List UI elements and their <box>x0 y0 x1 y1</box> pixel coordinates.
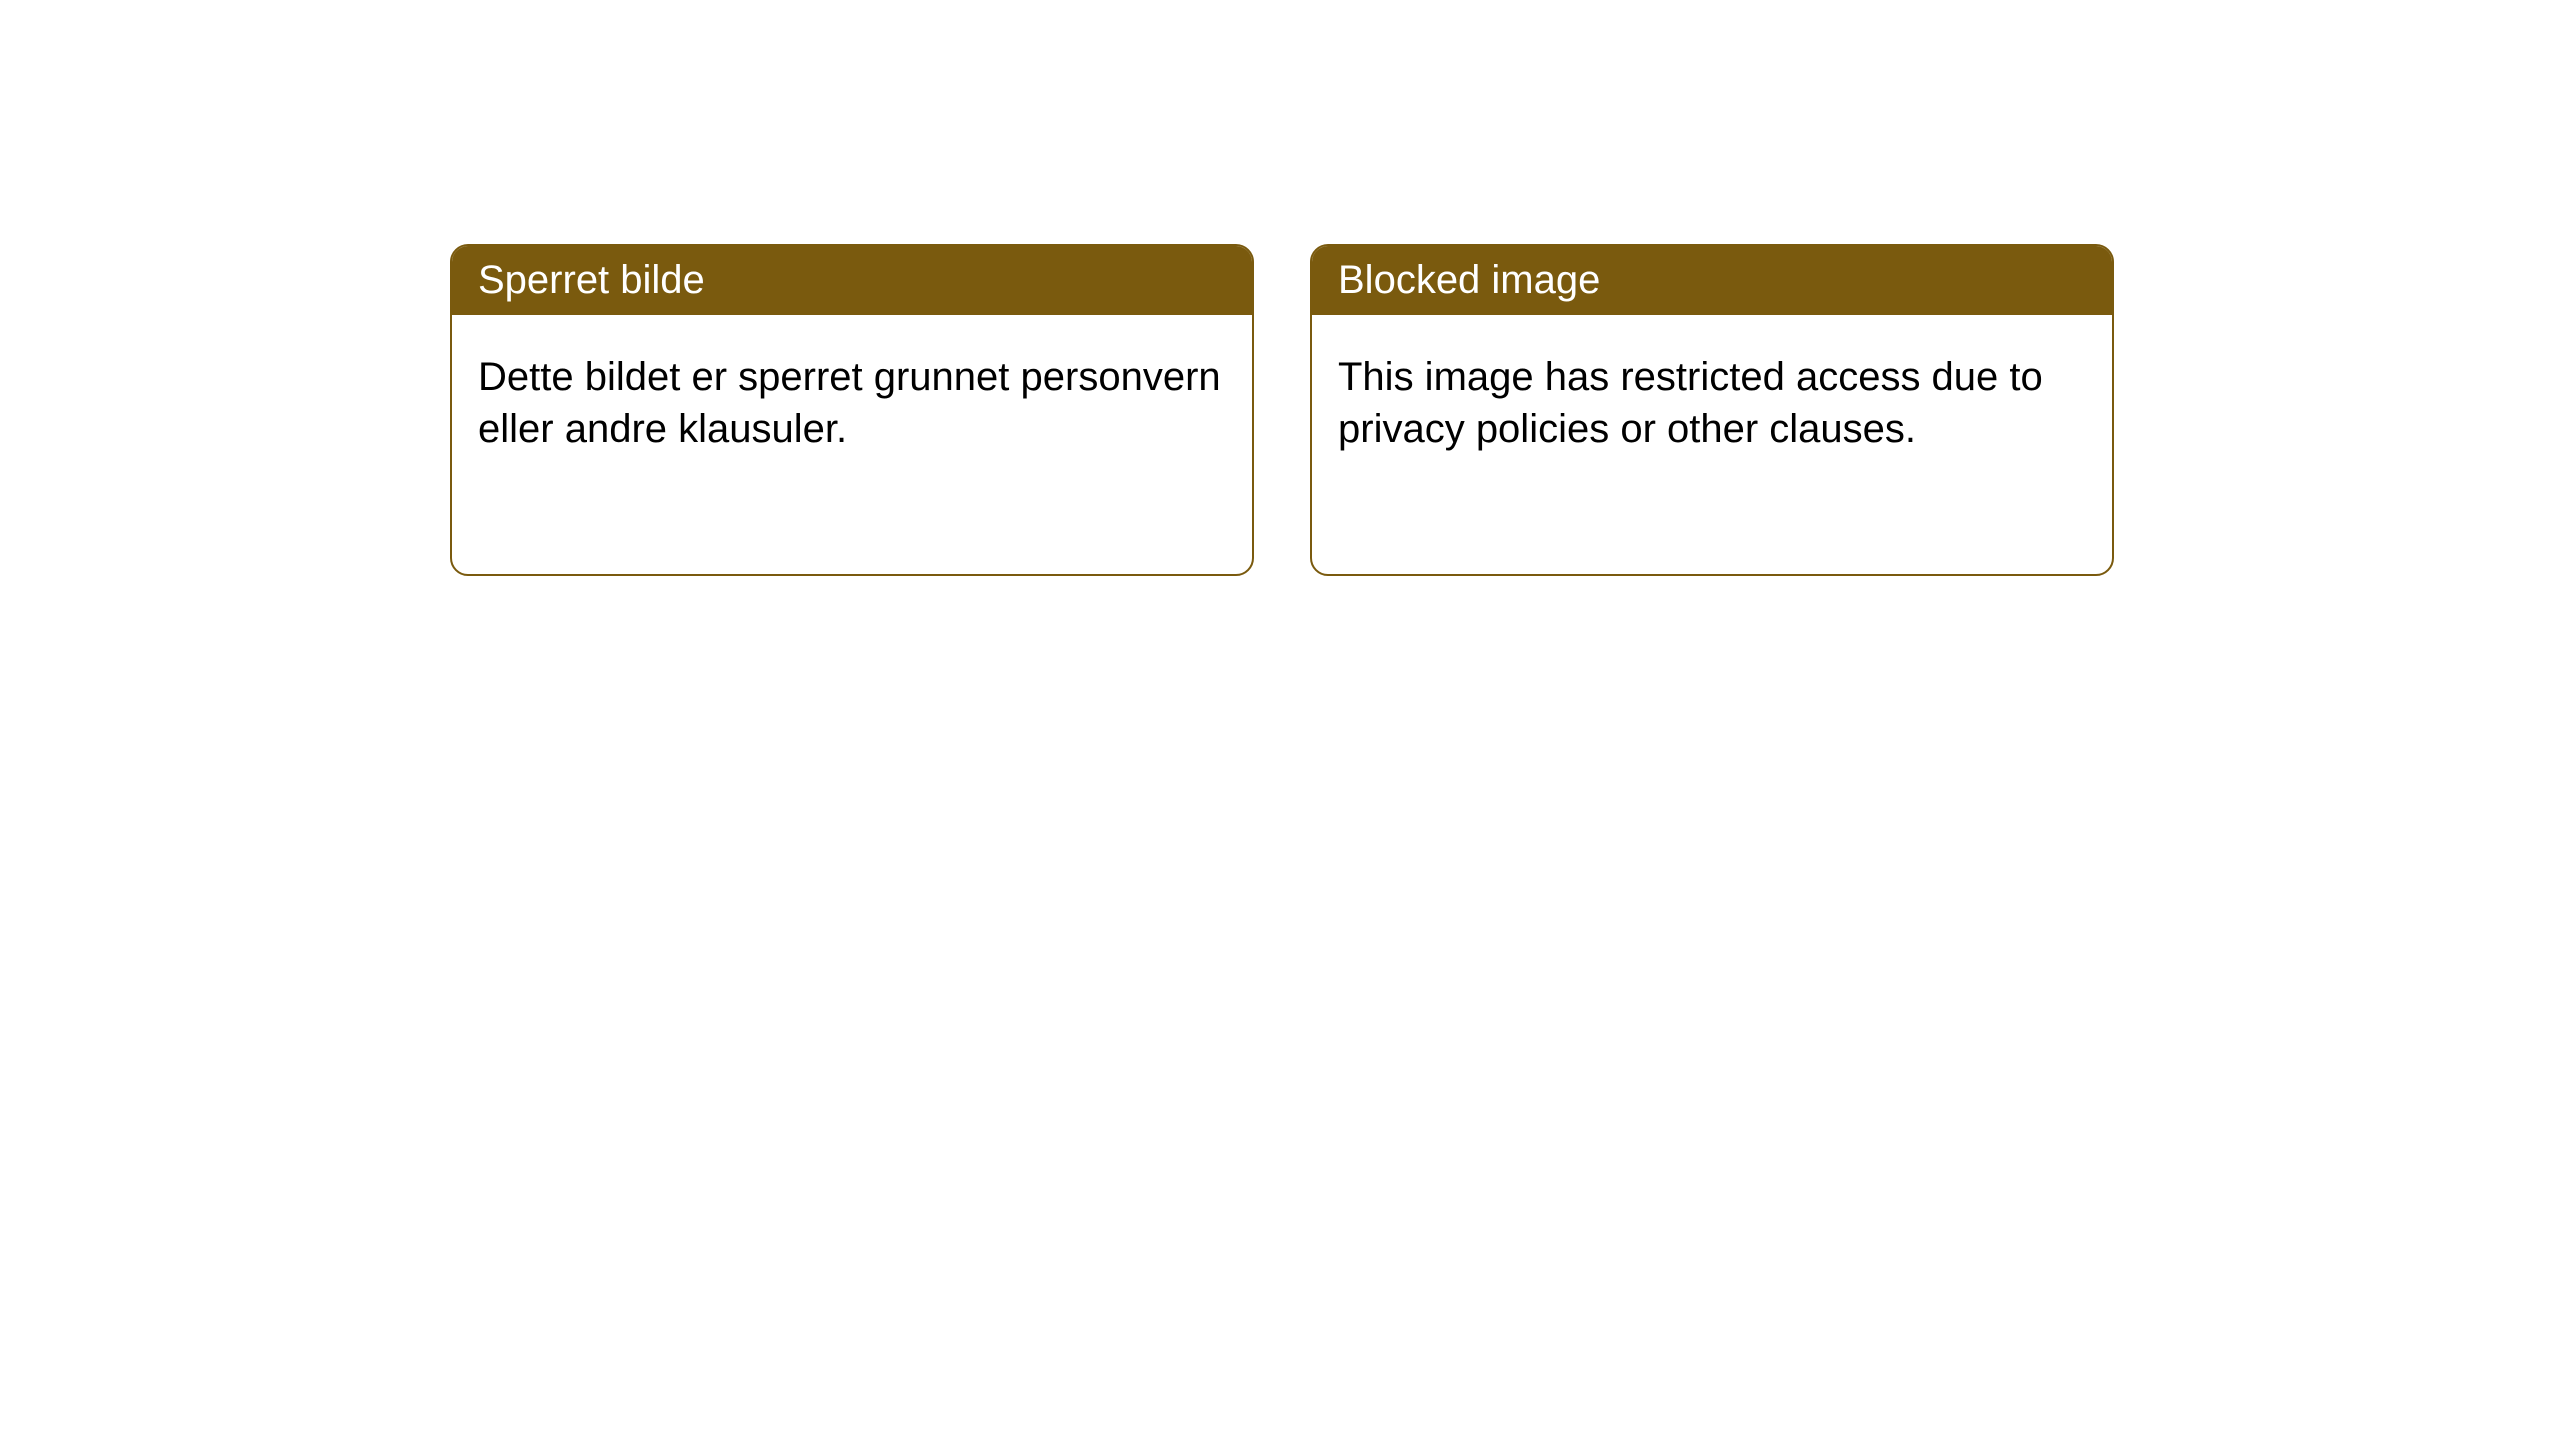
card-header: Blocked image <box>1312 246 2112 315</box>
card-body: This image has restricted access due to … <box>1312 315 2112 491</box>
card-header: Sperret bilde <box>452 246 1252 315</box>
card-body: Dette bildet er sperret grunnet personve… <box>452 315 1252 491</box>
blocked-image-card-norwegian: Sperret bilde Dette bildet er sperret gr… <box>450 244 1254 576</box>
blocked-image-card-english: Blocked image This image has restricted … <box>1310 244 2114 576</box>
notice-cards-container: Sperret bilde Dette bildet er sperret gr… <box>0 0 2560 576</box>
